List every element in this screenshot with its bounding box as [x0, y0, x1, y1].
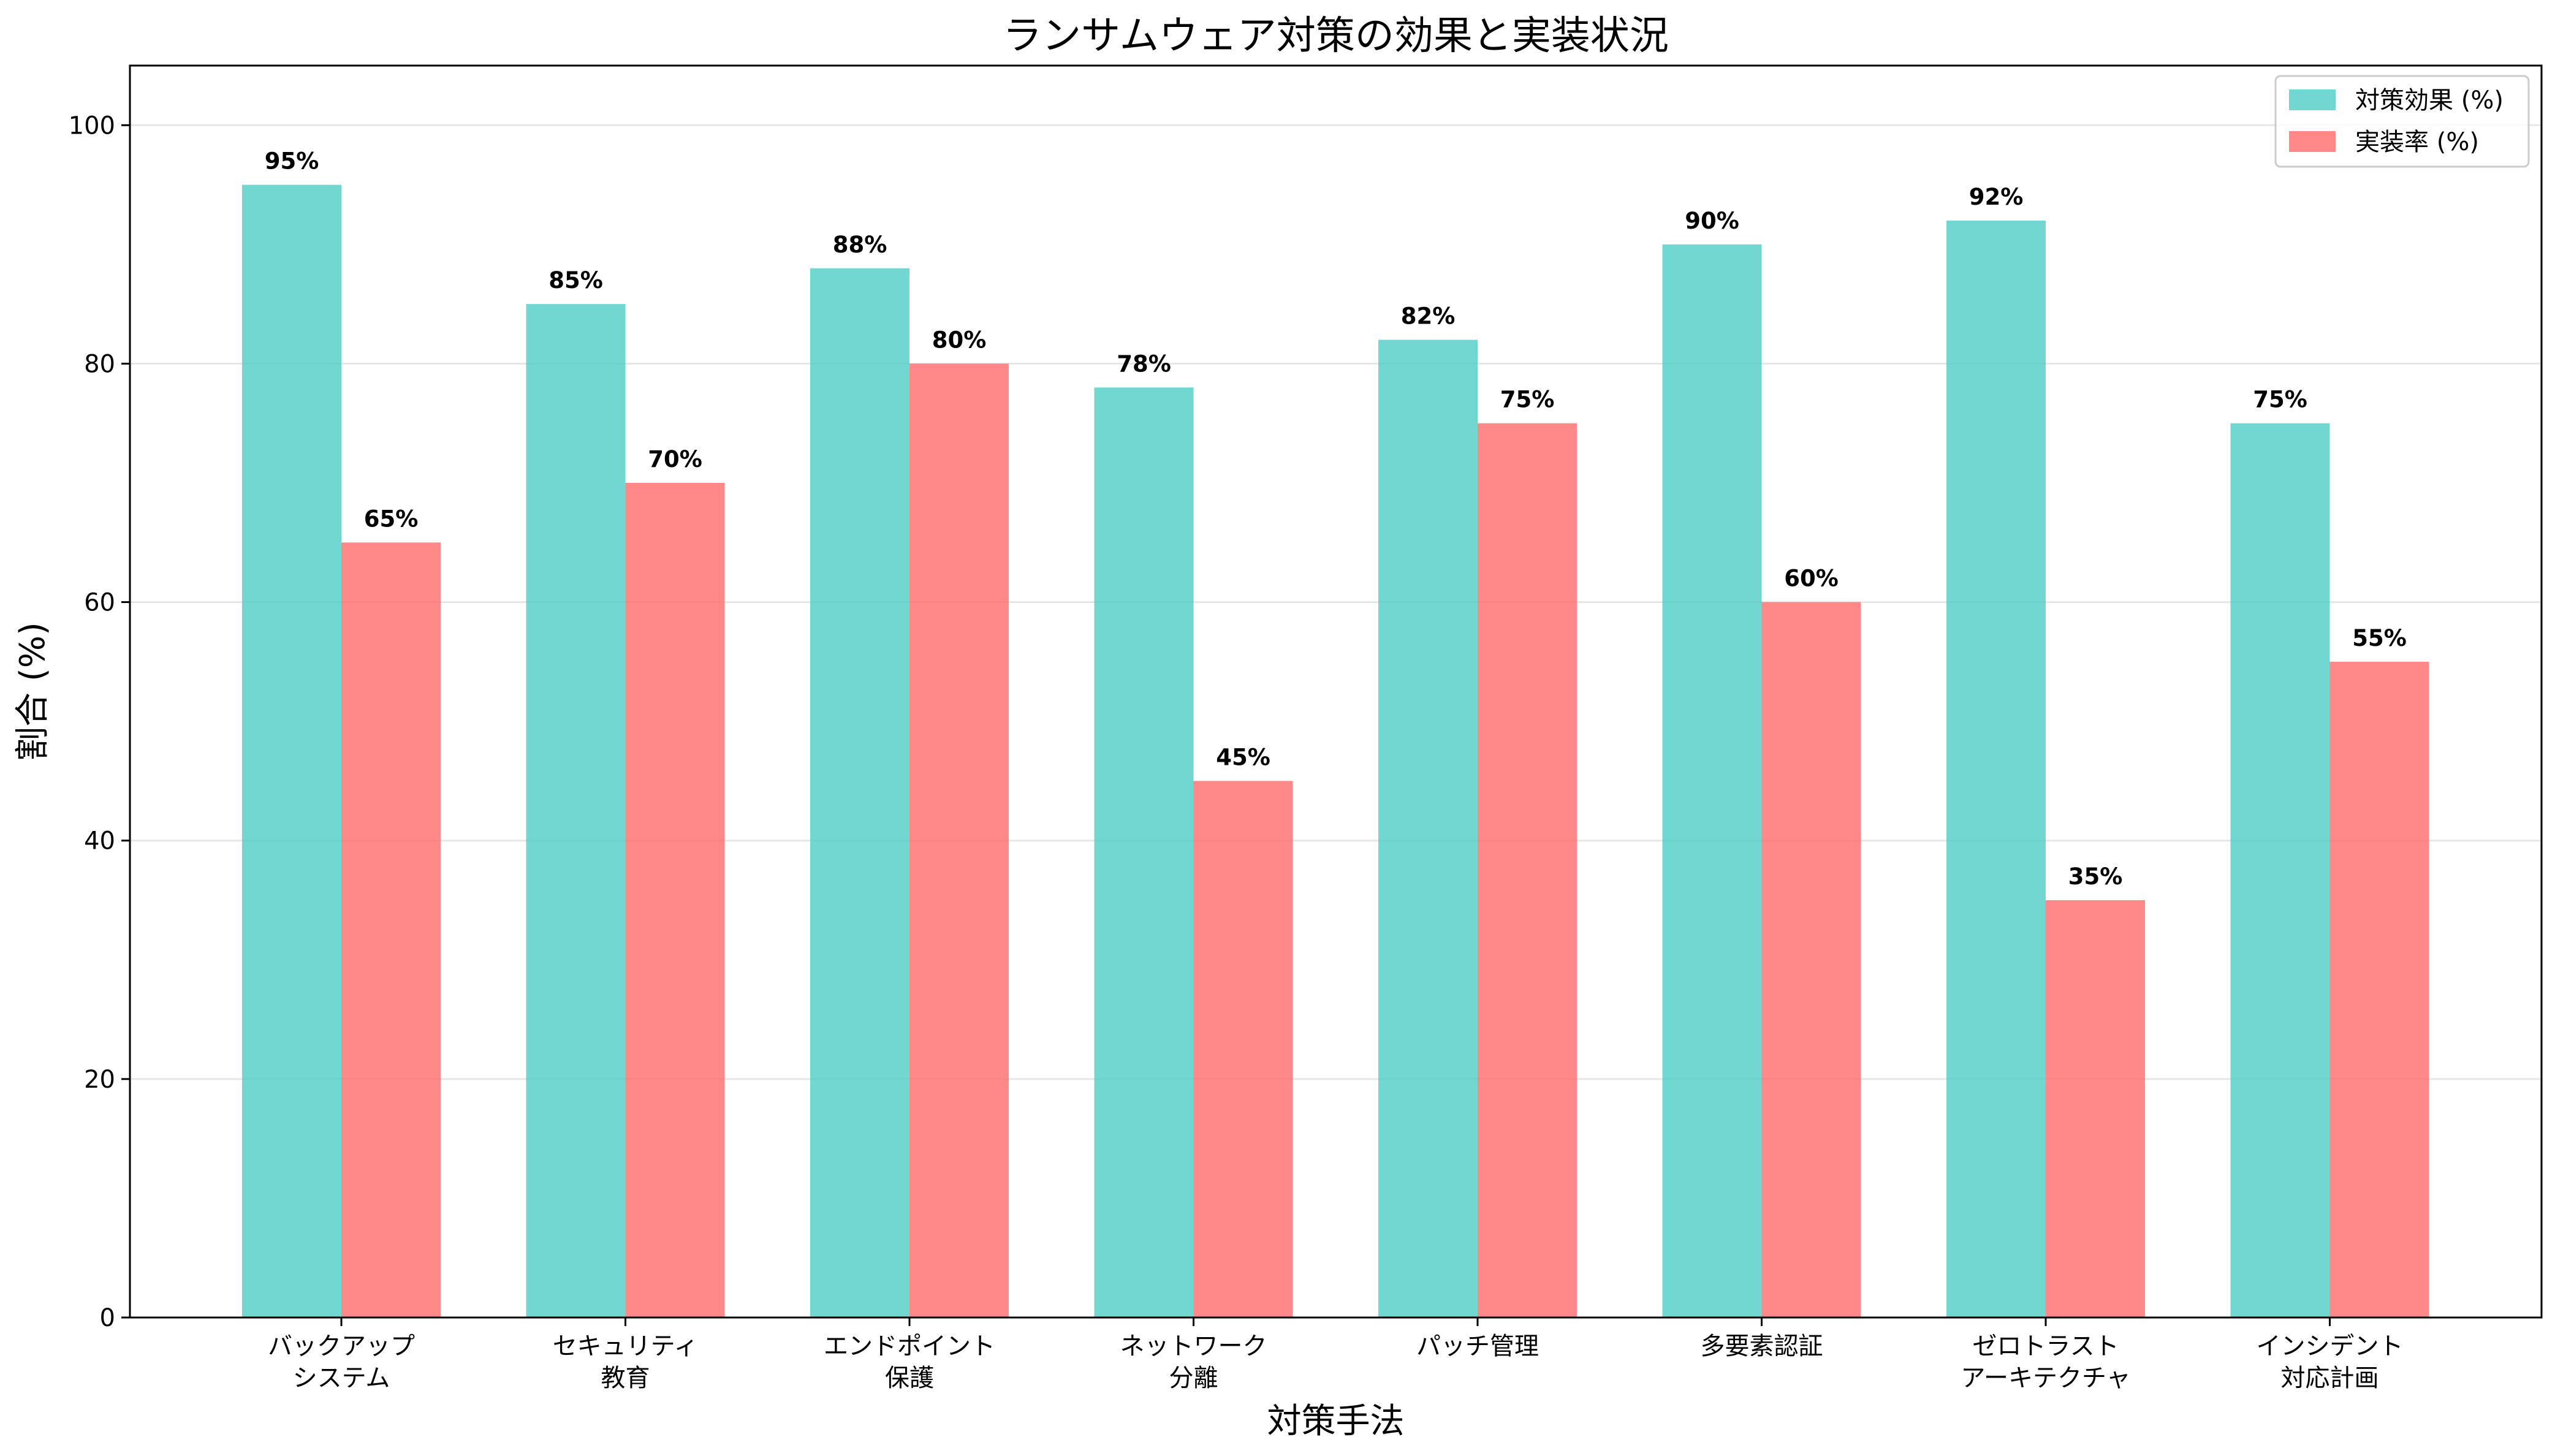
- effect-bar: [242, 184, 341, 1318]
- x-tick-label-line: 分離: [1169, 1364, 1218, 1392]
- legend: 対策効果 (%) 実装率 (%): [2274, 75, 2530, 168]
- x-tick-label-line: 多要素認証: [1701, 1332, 1823, 1360]
- effect-bar: [526, 304, 626, 1318]
- y-tick-label: 100: [69, 112, 115, 140]
- plot-frame: [129, 64, 2543, 1319]
- implementation-bar: [2046, 900, 2145, 1318]
- implementation-bar: [2329, 661, 2429, 1318]
- implementation-data-label: 65%: [364, 506, 419, 532]
- x-tick-label: 多要素認証: [1701, 1332, 1823, 1360]
- y-axis: 0 20 40 60 80 100: [69, 112, 130, 1332]
- data-labels: 95% 65% 85% 70% 88% 80% 78% 45% 82% 75% 90% 60% 92% 3…: [265, 148, 2407, 890]
- x-tick-label-line: エンドポイント: [824, 1332, 995, 1360]
- x-tick-label-line: 対応計画: [2281, 1364, 2379, 1392]
- y-tick-label: 60: [84, 589, 115, 617]
- implementation-data-label: 60%: [1784, 566, 1839, 592]
- effect-data-label: 88%: [833, 232, 887, 258]
- x-tick-label-line: パッチ管理: [1416, 1332, 1539, 1360]
- effect-data-label: 82%: [1401, 303, 1456, 330]
- implementation-bar: [1761, 602, 1861, 1318]
- x-tick-label-line: ネットワーク: [1120, 1332, 1267, 1360]
- implementation-bar: [625, 483, 725, 1318]
- x-tick-label: ネットワーク分離: [1120, 1332, 1267, 1392]
- effect-bar: [2230, 423, 2330, 1318]
- effect-bar: [1662, 244, 1762, 1318]
- x-axis: バックアップシステム セキュリティ教育 エンドポイント保護 ネットワーク分離 パッチ管理…: [268, 1318, 2404, 1392]
- implementation-data-label: 80%: [932, 327, 987, 353]
- x-tick-label: エンドポイント保護: [824, 1332, 995, 1392]
- implementation-bar: [1193, 781, 1293, 1318]
- y-tick-label: 20: [84, 1066, 115, 1094]
- legend-box: [2274, 75, 2530, 168]
- x-tick-label-line: セキュリティ: [553, 1332, 699, 1360]
- x-tick-label-line: ゼロトラスト: [1972, 1332, 2119, 1360]
- effect-bar: [810, 268, 909, 1318]
- x-tick-label: バックアップシステム: [268, 1332, 415, 1392]
- x-tick-label: インシデント対応計画: [2257, 1332, 2404, 1392]
- effect-bar: [1094, 387, 1194, 1318]
- y-tick-label: 40: [84, 827, 115, 855]
- effect-data-label: 95%: [265, 148, 319, 175]
- x-tick-label-line: バックアップ: [268, 1332, 415, 1360]
- implementation-data-label: 75%: [1500, 387, 1555, 413]
- y-axis-title: 割合 (%): [13, 622, 53, 761]
- x-tick-label: パッチ管理: [1416, 1332, 1539, 1360]
- effect-bar: [1378, 339, 1478, 1318]
- effect-bar: [1946, 220, 2046, 1318]
- x-tick-label-line: システム: [293, 1364, 390, 1392]
- effect-data-label: 78%: [1117, 351, 1171, 377]
- implementation-bar: [341, 542, 441, 1318]
- y-tick-label: 80: [84, 350, 115, 378]
- x-tick-label: ゼロトラストアーキテクチャ: [1961, 1332, 2130, 1392]
- bars: [242, 184, 2429, 1318]
- legend-label-implementation: 実装率 (%): [2355, 128, 2479, 156]
- legend-swatch-effect: [2289, 89, 2336, 110]
- x-tick-label-line: 保護: [885, 1364, 934, 1392]
- implementation-data-label: 35%: [2068, 863, 2123, 890]
- implementation-data-label: 70%: [648, 446, 702, 472]
- implementation-bar: [1478, 423, 1577, 1318]
- chart-title: ランサムウェア対策の効果と実装状況: [1003, 13, 1669, 59]
- x-axis-title: 対策手法: [1267, 1401, 1405, 1441]
- legend-swatch-implementation: [2289, 131, 2336, 152]
- implementation-data-label: 55%: [2352, 625, 2407, 651]
- x-tick-label: セキュリティ教育: [553, 1332, 699, 1392]
- effect-data-label: 75%: [2253, 387, 2307, 413]
- x-tick-label-line: 教育: [601, 1364, 650, 1392]
- x-tick-label-line: アーキテクチャ: [1961, 1364, 2130, 1392]
- implementation-data-label: 45%: [1216, 744, 1270, 770]
- x-tick-label-line: インシデント: [2257, 1332, 2404, 1360]
- implementation-bar: [909, 363, 1009, 1318]
- effect-data-label: 92%: [1969, 184, 2024, 210]
- effect-data-label: 90%: [1685, 208, 1739, 234]
- y-tick-label: 0: [100, 1304, 115, 1332]
- effect-data-label: 85%: [549, 267, 603, 294]
- legend-label-effect: 対策効果 (%): [2355, 86, 2504, 115]
